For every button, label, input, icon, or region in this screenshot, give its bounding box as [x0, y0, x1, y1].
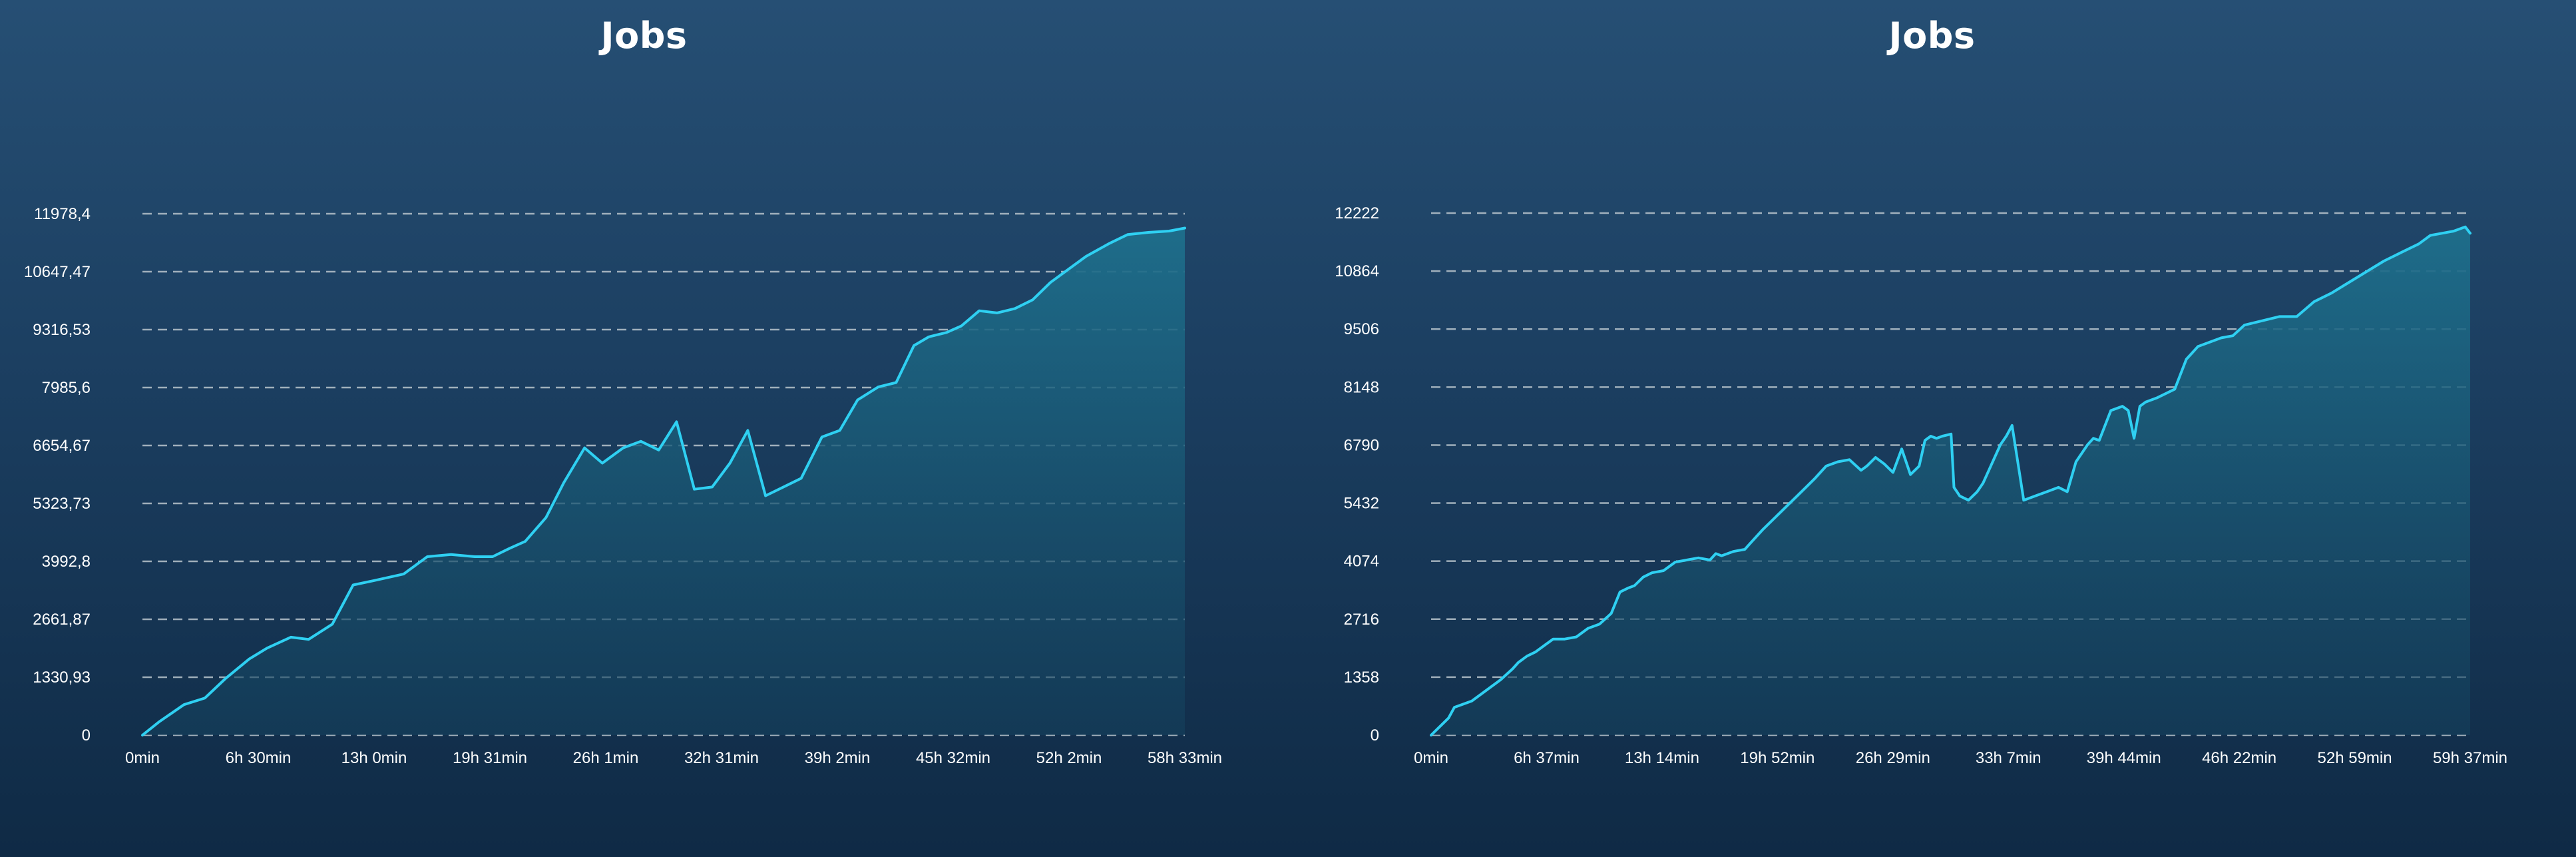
- y-tick-label: 10647,47: [24, 263, 91, 281]
- y-tick-label: 4074: [1344, 553, 1379, 571]
- x-tick-label: 46h 22min: [2202, 749, 2276, 767]
- x-tick-label: 19h 52min: [1740, 749, 1815, 767]
- x-tick-label: 0min: [125, 749, 160, 767]
- y-tick-label: 2716: [1344, 611, 1379, 629]
- chart-panel-2: Jobs 0 1358 2716 4074 5432 6790 8148 9506 10864 1…: [1288, 0, 2576, 857]
- y-tick-label: 12222: [1335, 204, 1379, 222]
- y-tick-label: 7985,6: [42, 379, 91, 397]
- x-tick-label: 13h 14min: [1625, 749, 1699, 767]
- chart-panel-1: Jobs 0 1330,93 2661,87 3992,8 5323,73 6654,67…: [24, 15, 1222, 767]
- y-tick-label: 9506: [1344, 320, 1379, 338]
- x-tick-label: 39h 44min: [2087, 749, 2161, 767]
- y-tick-label: 10864: [1335, 262, 1379, 280]
- x-tick-label: 58h 33min: [1148, 749, 1222, 767]
- y-tick-label: 2661,87: [33, 611, 91, 629]
- chart-title: Jobs: [600, 15, 688, 57]
- x-tick-label: 13h 0min: [341, 749, 407, 767]
- x-tick-label: 45h 32min: [916, 749, 990, 767]
- y-tick-label: 6654,67: [33, 437, 91, 455]
- x-tick-label: 33h 7min: [1976, 749, 2041, 767]
- y-tick-label: 1358: [1344, 669, 1379, 687]
- x-tick-label: 6h 37min: [1514, 749, 1580, 767]
- series-line: [1430, 225, 2471, 736]
- series-area: [142, 228, 1185, 735]
- y-tick-label: 0: [1371, 726, 1379, 744]
- x-tick-label: 52h 59min: [2318, 749, 2392, 767]
- chart-2: 0 1358 2716 4074 5432 6790 8148 9506 10864 12222 0…: [1335, 204, 2507, 767]
- y-tick-label: 3992,8: [42, 553, 91, 571]
- x-tick-label: 26h 1min: [573, 749, 639, 767]
- y-tick-label: 5432: [1344, 495, 1379, 513]
- series-area: [1431, 226, 2470, 735]
- x-tick-label: 26h 29min: [1856, 749, 1930, 767]
- x-tick-label: 6h 30min: [226, 749, 292, 767]
- y-tick-label: 9316,53: [33, 321, 91, 339]
- x-tick-label: 0min: [1414, 749, 1448, 767]
- y-tick-label: 11978,4: [34, 205, 91, 223]
- x-tick-label: 19h 31min: [453, 749, 527, 767]
- y-tick-label: 5323,73: [33, 495, 91, 513]
- y-tick-label: 1330,93: [33, 669, 91, 687]
- chart-title: Jobs: [1888, 15, 1976, 57]
- x-tick-label: 39h 2min: [805, 749, 871, 767]
- x-tick-label: 59h 37min: [2433, 749, 2507, 767]
- y-tick-label: 8148: [1344, 378, 1379, 396]
- y-tick-label: 6790: [1344, 436, 1379, 454]
- series-line: [141, 226, 1186, 736]
- x-tick-label: 52h 2min: [1036, 749, 1102, 767]
- x-tick-label: 32h 31min: [684, 749, 759, 767]
- y-tick-label: 0: [82, 726, 91, 744]
- chart-1: 0 1330,93 2661,87 3992,8 5323,73 6654,67 7985,…: [24, 205, 1222, 767]
